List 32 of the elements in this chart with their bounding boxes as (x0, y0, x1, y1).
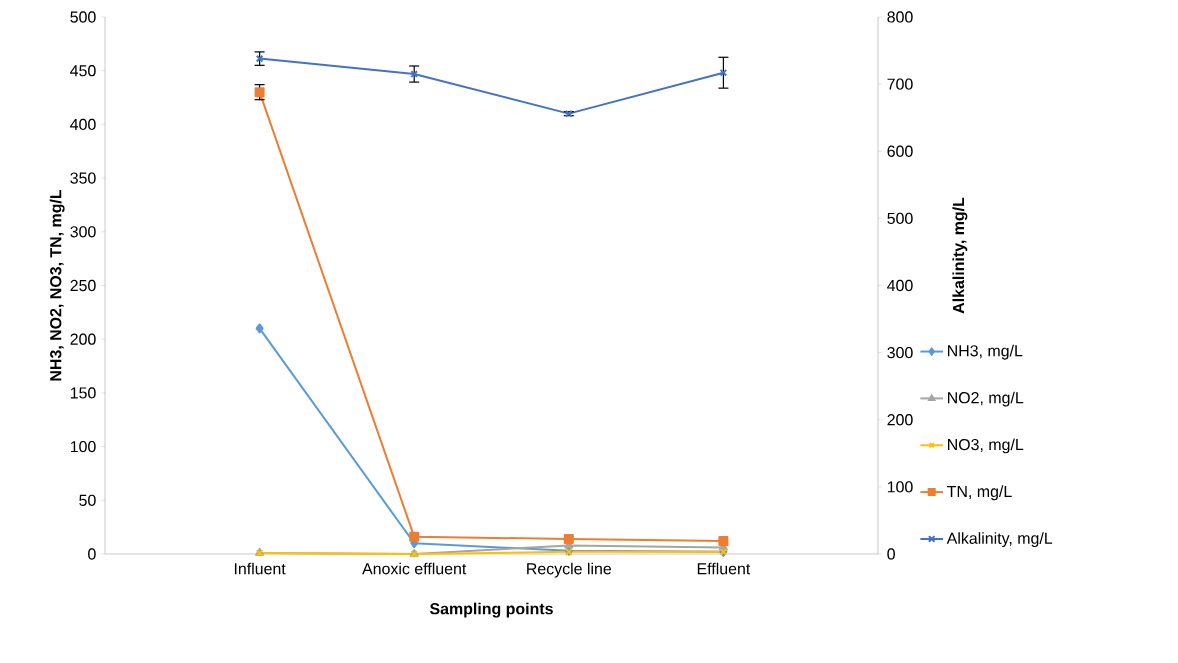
x-tick-label: Recycle line (527, 562, 612, 578)
y-tick-label: 250 (70, 279, 96, 292)
y-tick-label: 300 (70, 226, 96, 238)
y-tick-label: 0 (88, 548, 96, 560)
y-tick-label: 200 (70, 333, 96, 345)
y-tick-label: 450 (70, 65, 96, 77)
y-tick-label: 350 (70, 172, 96, 184)
y2-tick-label: 700 (887, 78, 913, 90)
y-tick-label: 100 (70, 440, 96, 453)
x-axis-title: Sampling points (429, 602, 553, 618)
y2-tick-label: 400 (887, 279, 913, 292)
y-tick-label: 400 (70, 118, 96, 131)
y2-tick-label: 300 (887, 346, 913, 359)
y2-tick-label: 500 (887, 212, 913, 224)
x-tick-label: Influent (234, 562, 286, 575)
legend-label: NO2, mg/L (948, 391, 1024, 407)
y2-axis-title: Alkalinity, mg/L (952, 197, 968, 314)
legend-label: NH3, mg/L (948, 344, 1023, 360)
x-tick-label: Effluent (697, 562, 751, 575)
x-tick-label: Anoxic effluent (362, 562, 467, 575)
y-tick-label: 50 (79, 494, 96, 506)
y-tick-label: 150 (70, 387, 96, 399)
legend-label: Alkalinity, mg/L (946, 532, 1053, 548)
y2-tick-label: 600 (887, 145, 913, 157)
y2-tick-label: 0 (887, 548, 895, 560)
legend-label: NO3, mg/L (948, 438, 1024, 454)
legend-label: TN, mg/L (947, 485, 1012, 501)
y2-tick-label: 800 (887, 11, 913, 23)
y2-tick-label: 100 (887, 481, 913, 493)
y-axis-title: NH3, NO2, NO3, TN, mg/L (49, 189, 65, 381)
y-tick-label: 500 (70, 11, 96, 23)
y2-tick-label: 200 (887, 414, 913, 426)
